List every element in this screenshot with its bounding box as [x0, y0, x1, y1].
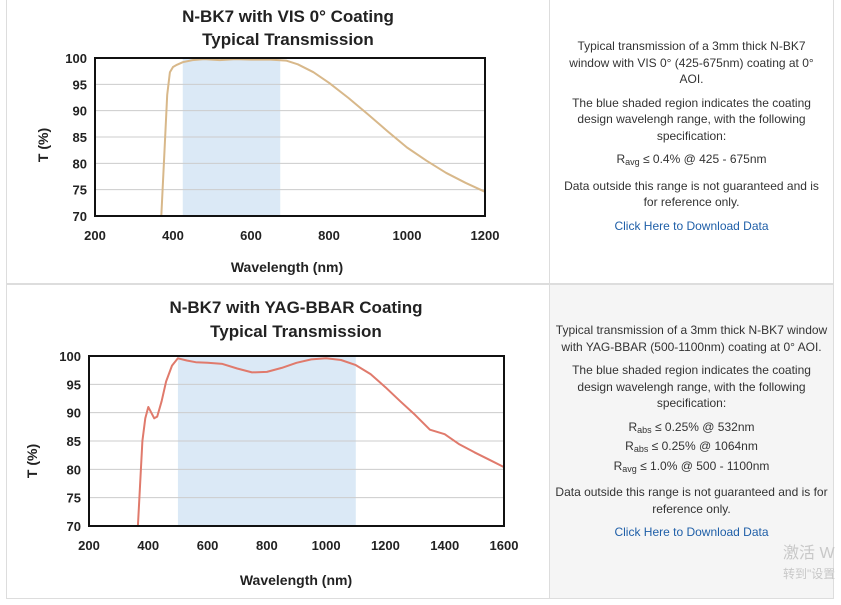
- y-tick-label: 80: [73, 156, 87, 171]
- description-text: Typical transmission of a 3mm thick N-BK…: [569, 39, 814, 86]
- x-tick-label: 1200: [471, 228, 500, 243]
- chart-title-line1: N-BK7 with YAG-BBAR Coating: [169, 298, 422, 317]
- x-tick-label: 200: [84, 228, 106, 243]
- y-axis-label: T (%): [35, 128, 51, 162]
- chart-cell: N-BK7 with YAG-BBAR Coating Typical Tran…: [7, 285, 549, 598]
- x-tick-label: 1000: [393, 228, 422, 243]
- y-tick-label: 75: [73, 183, 87, 198]
- y-tick-label: 100: [65, 51, 87, 66]
- watermark-line2: 转到"设置: [783, 567, 836, 581]
- spec-line: Rabs ≤ 0.25% @ 532nm: [628, 419, 755, 435]
- x-tick-label: 600: [240, 228, 262, 243]
- shaded-region-note: The blue shaded region indicates the coa…: [572, 95, 811, 143]
- description-cell: Typical transmission of a 3mm thick N-BK…: [549, 285, 833, 598]
- transmission-curve: [160, 58, 486, 217]
- download-data-link[interactable]: Click Here to Download Data: [614, 525, 769, 539]
- transmission-chart-vis: N-BK7 with VIS 0° Coating Typical Transm…: [35, 7, 499, 275]
- spec-line: Ravg ≤ 0.4% @ 425 - 675nm: [616, 152, 767, 167]
- chart-cell: N-BK7 with VIS 0° Coating Typical Transm…: [7, 0, 549, 283]
- x-tick-label: 1400: [430, 538, 459, 553]
- chart-title-line2: Typical Transmission: [210, 322, 382, 341]
- transmission-chart-yag: N-BK7 with YAG-BBAR Coating Typical Tran…: [24, 298, 518, 588]
- plot-frame: [94, 57, 486, 217]
- y-tick-label: 85: [73, 130, 87, 145]
- description-text: Typical transmission of a 3mm thick N-BK…: [555, 323, 828, 354]
- plot-area: 70 75 80 85 90 95 100 200 400 600 800 1000 1200 1400 1…: [59, 349, 518, 553]
- product-row-vis: N-BK7 with VIS 0° Coating Typical Transm…: [6, 0, 834, 284]
- description-cell: Typical transmission of a 3mm thick N-BK…: [549, 0, 833, 283]
- shaded-region-note: The blue shaded region indicates the coa…: [572, 363, 811, 410]
- x-tick-label: 200: [78, 538, 100, 553]
- y-tick-label: 90: [73, 104, 87, 119]
- chart-title-line1: N-BK7 with VIS 0° Coating: [182, 7, 394, 26]
- product-row-yag: N-BK7 with YAG-BBAR Coating Typical Tran…: [6, 284, 834, 599]
- y-tick-label: 70: [67, 519, 81, 534]
- y-tick-label: 95: [67, 377, 81, 392]
- chart-title-line2: Typical Transmission: [202, 30, 374, 49]
- x-tick-label: 400: [137, 538, 159, 553]
- download-data-link[interactable]: Click Here to Download Data: [614, 218, 769, 233]
- spec-line: Rabs ≤ 0.25% @ 1064nm: [625, 439, 758, 454]
- y-tick-label: 75: [67, 491, 81, 506]
- spec-list: Rabs ≤ 0.25% @ 532nm Rabs ≤ 0.25% @ 1064…: [554, 419, 829, 478]
- disclaimer-text: Data outside this range is not guarantee…: [555, 485, 828, 516]
- y-tick-label: 70: [73, 209, 87, 224]
- x-tick-label: 1000: [312, 538, 341, 553]
- os-activation-watermark: 激活 W 转到"设置: [783, 544, 841, 584]
- y-tick-label: 80: [67, 462, 81, 477]
- transmission-curve: [136, 357, 505, 527]
- x-tick-label: 600: [197, 538, 219, 553]
- x-axis-label: Wavelength (nm): [240, 572, 352, 588]
- x-tick-label: 1600: [490, 538, 519, 553]
- x-axis-label: Wavelength (nm): [231, 259, 343, 275]
- y-tick-label: 95: [73, 77, 87, 92]
- y-axis-label: T (%): [24, 444, 40, 478]
- spec-line: Ravg ≤ 1.0% @ 500 - 1100nm: [613, 458, 770, 474]
- y-tick-label: 100: [59, 349, 81, 364]
- x-tick-label: 400: [162, 228, 184, 243]
- y-tick-label: 85: [67, 434, 81, 449]
- y-tick-label: 90: [67, 406, 81, 421]
- x-tick-label: 800: [318, 228, 340, 243]
- watermark-line1: 激活 W: [783, 545, 835, 562]
- x-tick-label: 1200: [371, 538, 400, 553]
- plot-frame: [88, 355, 505, 527]
- plot-area: 70 75 80 85 90 95 100 200 400 600 800 1000 1200: [65, 51, 499, 243]
- disclaimer-text: Data outside this range is not guarantee…: [564, 178, 819, 210]
- x-tick-label: 800: [256, 538, 278, 553]
